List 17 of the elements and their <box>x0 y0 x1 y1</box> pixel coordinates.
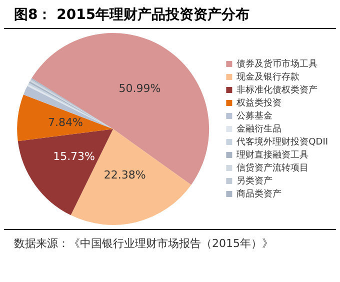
legend-label: 另类资产 <box>236 175 273 186</box>
legend-label: 金融衍生品 <box>236 123 282 134</box>
data-label: 22.38% <box>104 168 146 182</box>
legend-label: 权益类投资 <box>236 97 282 108</box>
legend-label: 商品类资产 <box>236 188 282 200</box>
legend-label: 非标准化债权类资产 <box>236 84 318 96</box>
source-note: 数据来源：《中国银行业理财市场报告（2015年）》 <box>4 229 336 257</box>
chart-title: 图8： 2015年理财产品投资资产分布 <box>4 0 336 29</box>
legend-label: 代客境外理财投资QDII <box>236 136 328 148</box>
legend-label: 理财直接融资工具 <box>236 149 309 160</box>
legend-label: 信贷资产流转项目 <box>236 162 309 174</box>
legend-label: 公募基金 <box>236 110 273 122</box>
legend-label: 债券及货币市场工具 <box>236 58 318 70</box>
data-label: 7.84% <box>48 116 83 130</box>
legend-label: 现金及银行存款 <box>236 71 300 82</box>
data-label: 15.73% <box>53 150 96 163</box>
data-label: 50.99% <box>118 82 161 95</box>
